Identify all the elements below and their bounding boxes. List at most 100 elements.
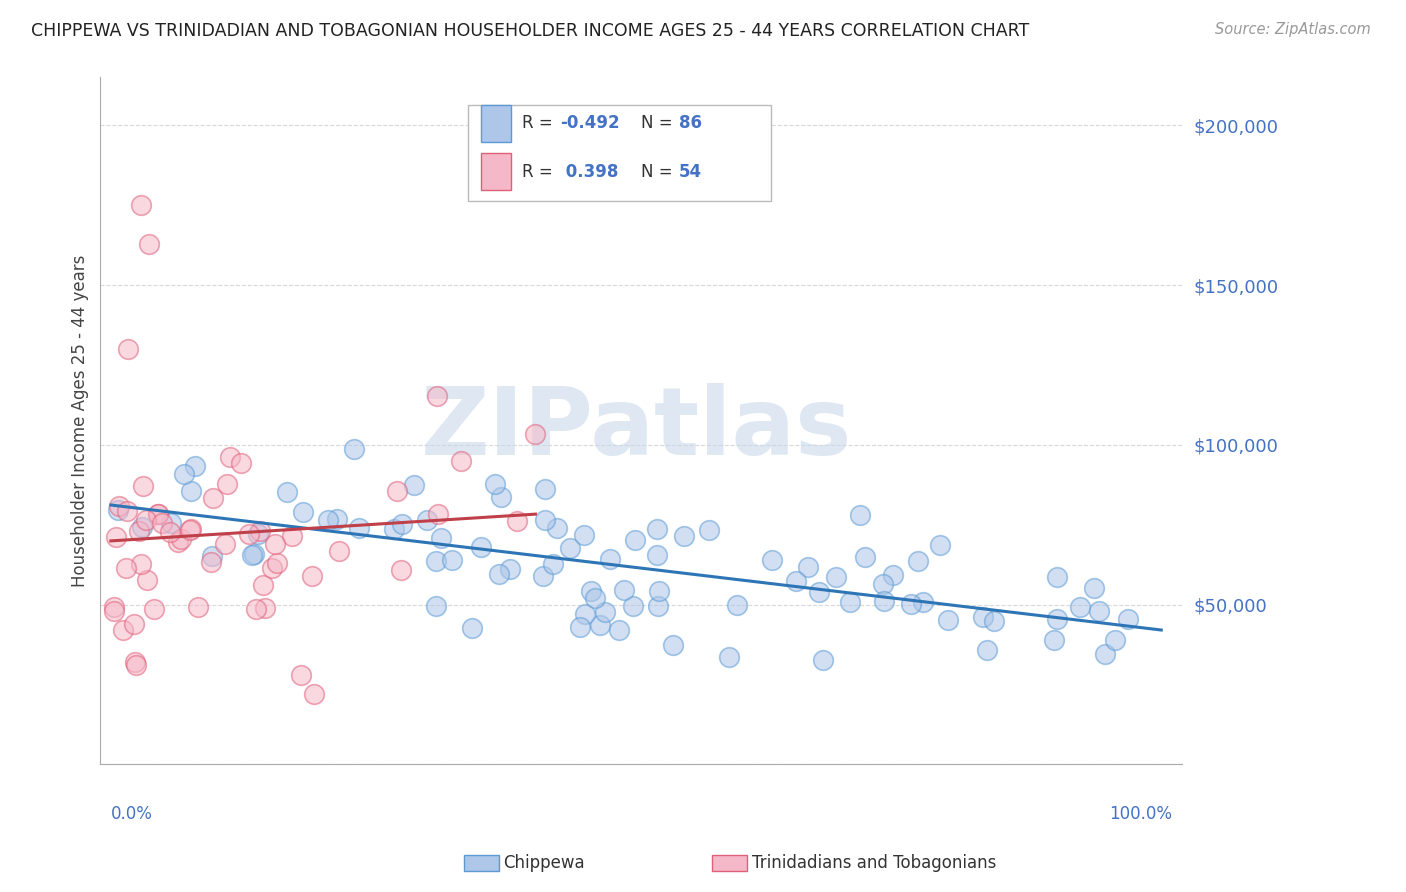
Point	[124, 655, 146, 669]
Point	[839, 595, 862, 609]
Point	[404, 477, 426, 491]
Point	[214, 537, 236, 551]
Text: 100.0%: 100.0%	[1109, 805, 1171, 823]
Text: 0.398: 0.398	[560, 162, 619, 180]
FancyBboxPatch shape	[481, 104, 512, 143]
Y-axis label: Householder Income Ages 25 - 44 years: Householder Income Ages 25 - 44 years	[72, 255, 89, 587]
Point	[900, 597, 922, 611]
Point	[328, 544, 350, 558]
Point	[506, 514, 529, 528]
Point	[240, 549, 263, 563]
Point	[672, 529, 695, 543]
Point	[160, 516, 183, 530]
Text: R =: R =	[522, 114, 558, 132]
Point	[697, 524, 720, 538]
Point	[167, 534, 190, 549]
Point	[425, 554, 447, 568]
Point	[246, 526, 269, 541]
Point	[301, 569, 323, 583]
Point	[647, 599, 669, 613]
Point	[907, 554, 929, 568]
Point	[128, 524, 150, 539]
Point	[385, 484, 408, 499]
Point	[583, 591, 606, 606]
Text: CHIPPEWA VS TRINIDADIAN AND TOBAGONIAN HOUSEHOLDER INCOME AGES 25 - 44 YEARS COR: CHIPPEWA VS TRINIDADIAN AND TOBAGONIAN H…	[31, 22, 1029, 40]
Point	[811, 653, 834, 667]
Point	[136, 573, 159, 587]
Point	[117, 342, 139, 356]
Point	[534, 513, 557, 527]
Point	[645, 548, 668, 562]
Point	[115, 561, 138, 575]
Point	[243, 547, 266, 561]
Point	[976, 643, 998, 657]
Point	[103, 603, 125, 617]
Point	[131, 520, 153, 534]
Point	[499, 562, 522, 576]
Point	[613, 583, 636, 598]
Point	[316, 513, 339, 527]
Point	[1116, 612, 1139, 626]
Point	[290, 668, 312, 682]
Point	[201, 491, 224, 506]
Point	[1043, 632, 1066, 647]
Point	[645, 522, 668, 536]
Point	[326, 511, 349, 525]
Point	[621, 599, 644, 613]
Text: Source: ZipAtlas.com: Source: ZipAtlas.com	[1215, 22, 1371, 37]
Point	[252, 577, 274, 591]
Point	[440, 552, 463, 566]
Point	[115, 504, 138, 518]
Point	[245, 602, 267, 616]
Point	[107, 503, 129, 517]
Point	[718, 650, 741, 665]
Point	[389, 563, 412, 577]
Text: Trinidadians and Tobagonians: Trinidadians and Tobagonians	[751, 854, 995, 871]
Point	[343, 442, 366, 456]
Point	[727, 598, 749, 612]
Point	[187, 599, 209, 614]
Text: N =: N =	[641, 162, 678, 180]
Point	[623, 533, 645, 548]
Point	[589, 617, 612, 632]
Text: R =: R =	[522, 162, 558, 180]
Point	[1104, 632, 1126, 647]
Point	[200, 549, 222, 563]
Point	[1094, 647, 1116, 661]
Point	[425, 599, 447, 613]
Point	[304, 687, 326, 701]
Point	[450, 454, 472, 468]
Point	[217, 477, 239, 491]
Point	[470, 540, 492, 554]
Text: -0.492: -0.492	[560, 114, 620, 132]
Point	[238, 527, 260, 541]
Point	[1069, 600, 1091, 615]
Point	[382, 522, 405, 536]
Point	[184, 459, 207, 474]
Point	[249, 524, 271, 538]
Text: 86: 86	[679, 114, 702, 132]
Point	[146, 508, 169, 522]
Point	[180, 522, 202, 536]
Point	[912, 595, 935, 609]
Point	[129, 558, 152, 572]
Point	[430, 531, 453, 545]
Point	[882, 567, 904, 582]
Point	[936, 613, 959, 627]
Point	[546, 521, 568, 535]
Point	[534, 482, 557, 496]
Point	[849, 508, 872, 522]
Point	[1046, 570, 1069, 584]
Point	[599, 552, 621, 566]
FancyBboxPatch shape	[468, 105, 770, 201]
Point	[179, 524, 201, 538]
Point	[558, 541, 581, 556]
Point	[541, 557, 564, 571]
Point	[173, 467, 195, 482]
Point	[129, 198, 152, 212]
Point	[983, 615, 1005, 629]
Point	[281, 529, 304, 543]
Point	[647, 584, 669, 599]
Point	[531, 569, 554, 583]
Point	[488, 566, 510, 581]
